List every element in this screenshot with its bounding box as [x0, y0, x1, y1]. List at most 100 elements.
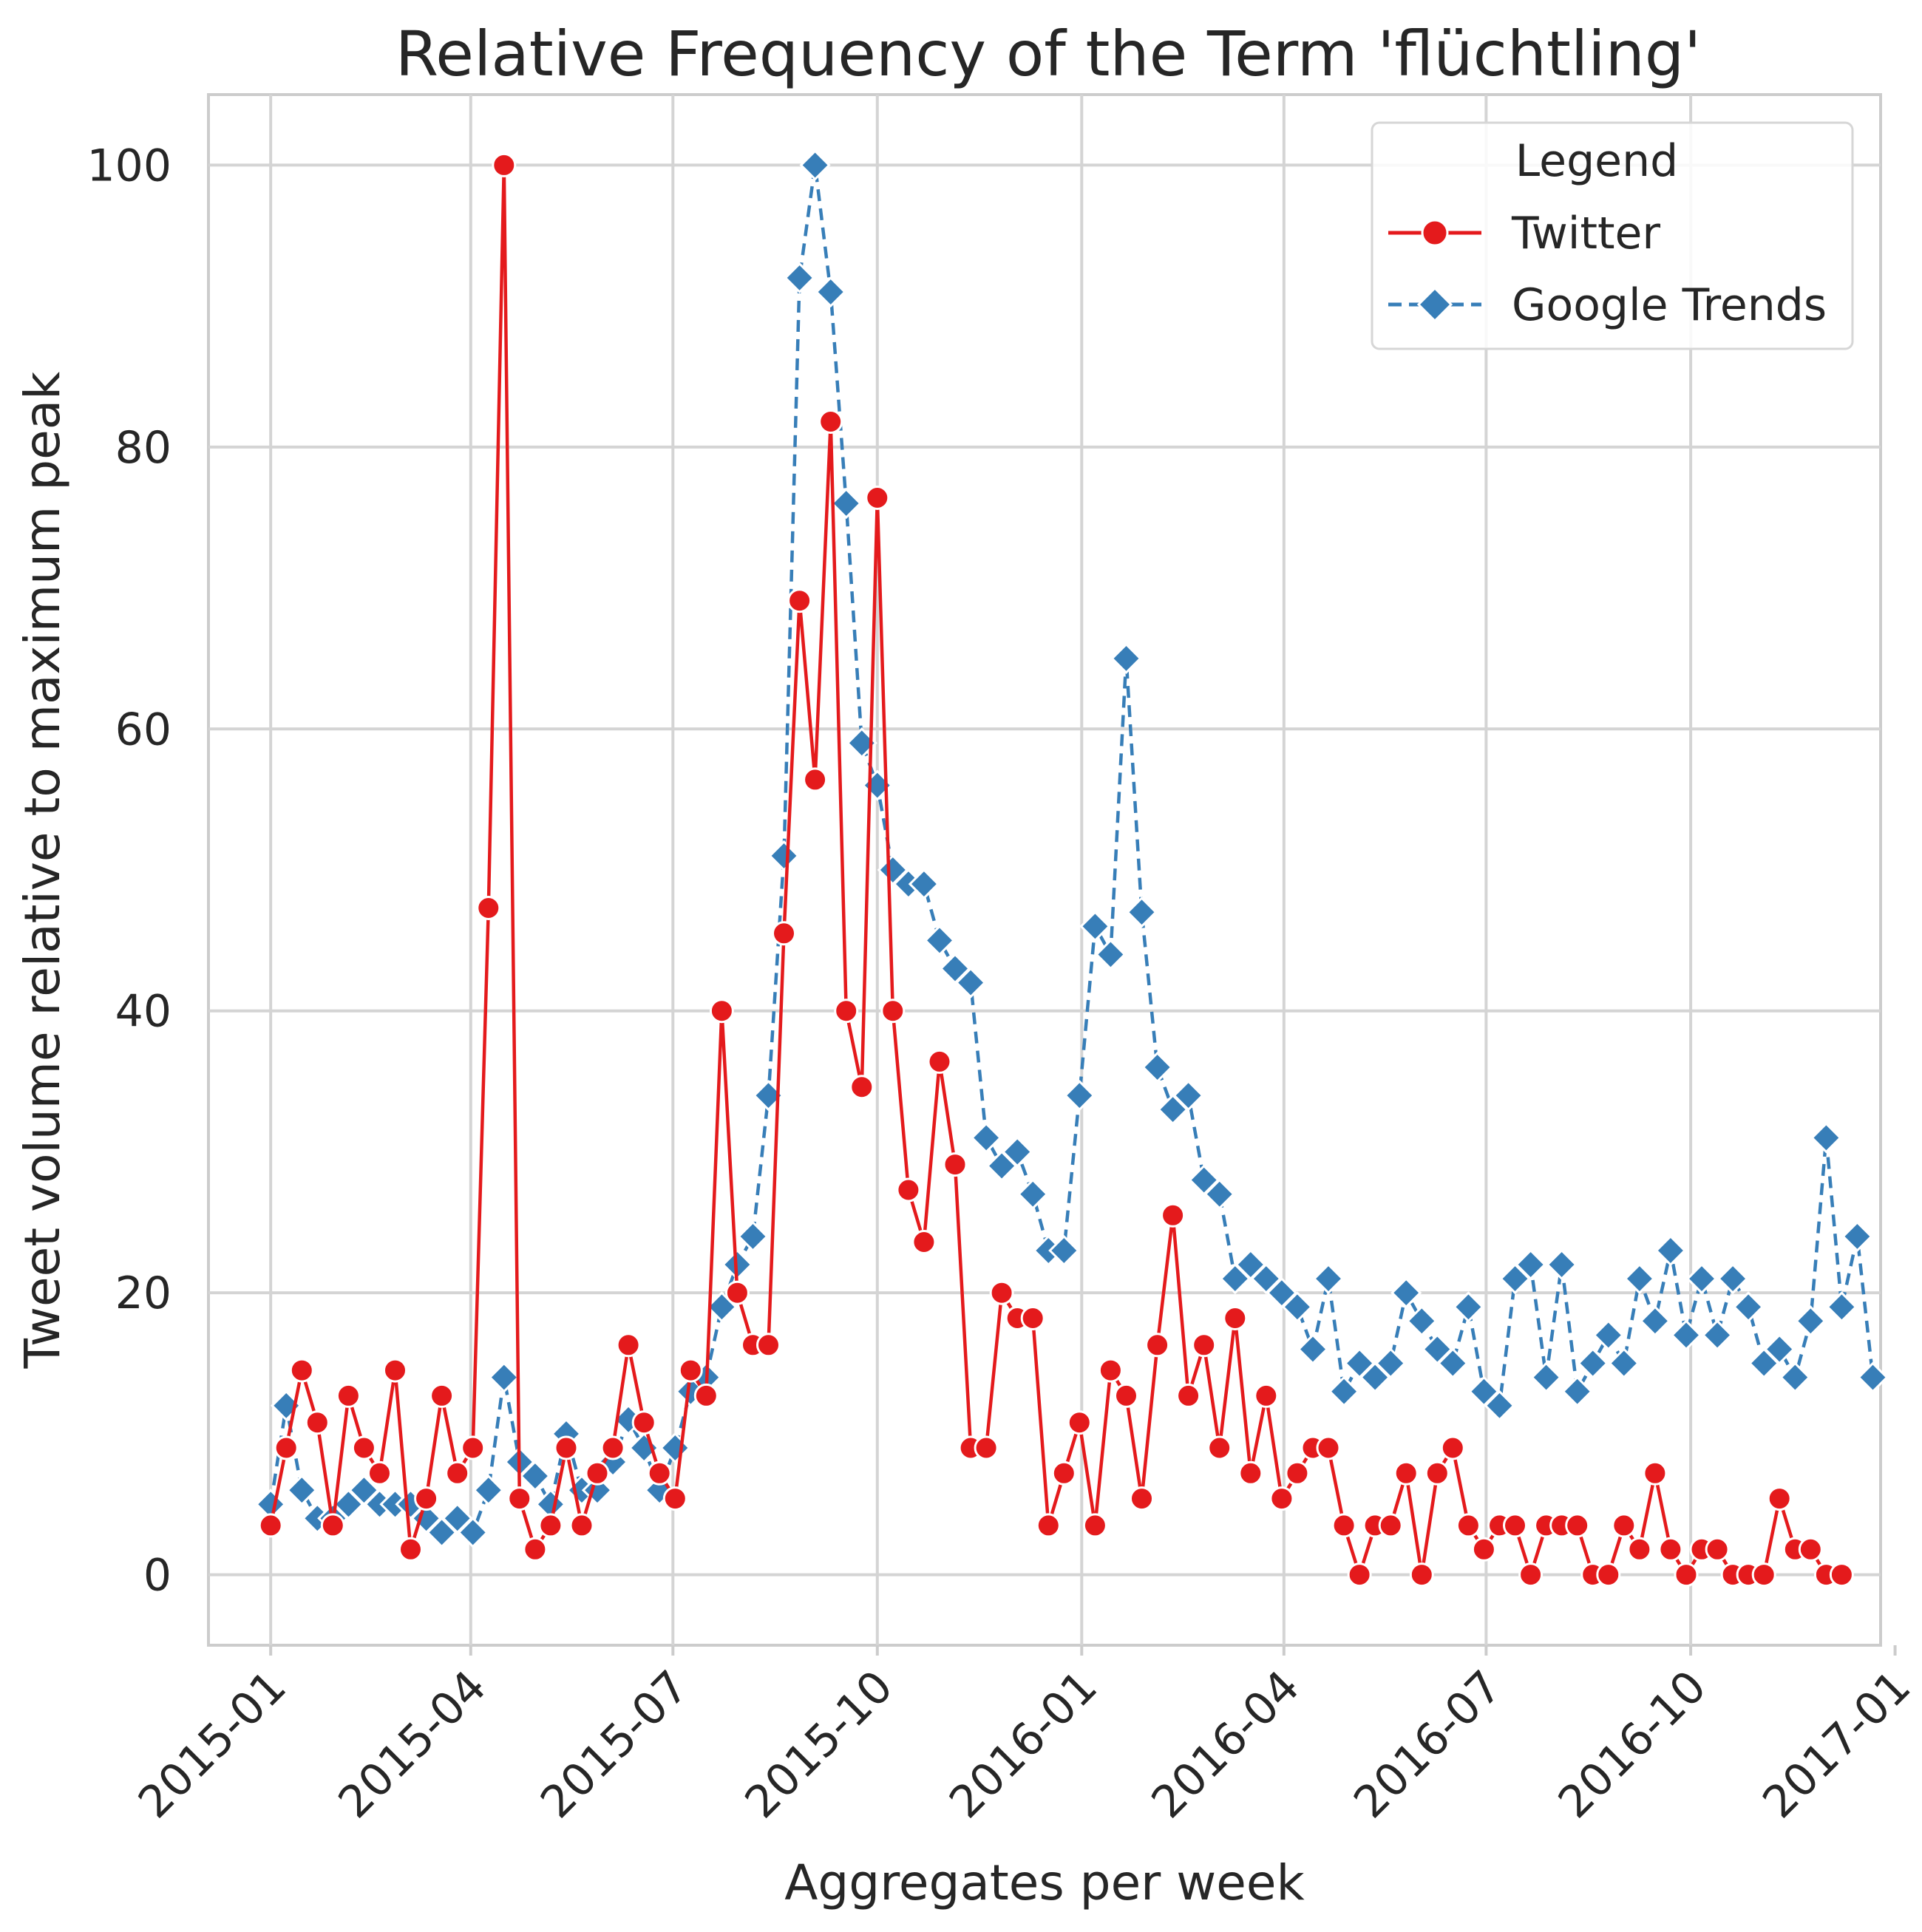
google-trends-point: [472, 1474, 504, 1506]
twitter-point: [709, 999, 734, 1024]
twitter-point: [258, 1513, 283, 1538]
twitter-point: [1114, 1383, 1138, 1408]
twitter-point: [772, 921, 796, 946]
twitter-point: [429, 1383, 455, 1408]
google-trends-point: [1546, 1248, 1578, 1281]
google-trends-point: [348, 1474, 380, 1506]
google-trends-point: [799, 149, 831, 181]
twitter-point: [1658, 1537, 1683, 1562]
google-trends-point: [1732, 1291, 1765, 1323]
google-trends-point: [1312, 1262, 1345, 1295]
google-trends-point: [830, 487, 862, 520]
google-trends-point: [1639, 1305, 1671, 1337]
google-trends-point: [457, 1517, 489, 1548]
twitter-point: [320, 1513, 345, 1538]
google-trends-point: [1110, 642, 1142, 675]
twitter-point: [1020, 1306, 1045, 1330]
google-trends-point: [970, 1122, 1002, 1154]
google-trends-point: [768, 840, 800, 872]
twitter-point: [1161, 1203, 1186, 1228]
google-trends-point: [1126, 897, 1158, 928]
legend-twitter-label: Twitter: [1511, 208, 1660, 259]
twitter-point: [974, 1435, 999, 1460]
twitter-point: [1674, 1562, 1699, 1588]
google-trends-point: [1468, 1375, 1500, 1407]
twitter-point: [1269, 1486, 1294, 1511]
twitter-point: [336, 1383, 361, 1408]
google-trends-point: [1064, 1080, 1096, 1112]
google-trends-point: [1297, 1333, 1329, 1365]
google-trends-point: [1670, 1319, 1702, 1351]
google-trends-point: [1561, 1375, 1593, 1407]
legend-twitter-marker: [1421, 219, 1449, 247]
twitter-point: [1751, 1562, 1776, 1588]
google-trends-point: [1530, 1361, 1562, 1393]
twitter-point: [989, 1280, 1014, 1305]
y-axis-ticks: 0 20 40 60 80 100: [86, 140, 172, 1601]
twitter-point: [492, 152, 517, 177]
google-trends-point: [1795, 1305, 1827, 1337]
twitter-point: [1424, 1460, 1450, 1486]
twitter-point: [538, 1513, 563, 1538]
twitter-point: [865, 486, 890, 510]
google-trends-point: [1608, 1347, 1640, 1379]
twitter-point: [1503, 1513, 1527, 1538]
twitter-point: [1705, 1537, 1730, 1562]
twitter-point: [1596, 1562, 1621, 1588]
google-trends-point: [1779, 1361, 1811, 1393]
twitter-point: [1145, 1333, 1170, 1358]
twitter-point: [849, 1075, 875, 1100]
twitter-point: [1331, 1513, 1356, 1538]
twitter-point: [896, 1177, 921, 1203]
chart-title: Relative Frequency of the Term 'flüchtli…: [395, 18, 1702, 90]
twitter-point: [943, 1152, 968, 1177]
google-trends-point: [1406, 1305, 1438, 1337]
y-axis-label: Tweet volume relative to maximum peak: [14, 371, 71, 1370]
twitter-point: [1612, 1513, 1637, 1538]
legend: Legend Twitter Google Trends: [1371, 121, 1854, 350]
y-tick-label: 80: [115, 422, 172, 474]
google-trends-point: [1095, 939, 1127, 970]
twitter-point: [631, 1410, 656, 1435]
twitter-point: [414, 1486, 439, 1511]
google-trends-point: [784, 262, 815, 294]
twitter-point: [1192, 1333, 1217, 1358]
legend-box: [1371, 121, 1854, 350]
google-trends-point: [923, 925, 956, 956]
google-trends-point: [1453, 1291, 1484, 1323]
twitter-point: [1098, 1358, 1123, 1383]
google-trends-point: [737, 1220, 769, 1253]
twitter-point: [662, 1486, 687, 1511]
google-trends-point: [1390, 1277, 1422, 1309]
twitter-point: [554, 1435, 579, 1460]
twitter-point: [523, 1537, 548, 1562]
twitter-point: [693, 1383, 719, 1408]
google-trends-point: [1250, 1262, 1282, 1295]
google-trends-point: [1281, 1291, 1314, 1323]
google-trends-point: [1701, 1319, 1733, 1351]
twitter-point: [1082, 1513, 1107, 1538]
google-trends-point: [1826, 1291, 1858, 1323]
google-trends-point: [1375, 1347, 1407, 1379]
google-trends-point: [1515, 1248, 1546, 1281]
twitter-point: [911, 1230, 937, 1254]
google-trends-point: [1592, 1319, 1624, 1351]
twitter-point: [383, 1358, 407, 1383]
google-trends-point: [954, 967, 987, 999]
y-tick-label: 20: [115, 1268, 172, 1319]
google-trends-point: [877, 854, 909, 886]
twitter-point: [1565, 1513, 1590, 1538]
twitter-point: [927, 1049, 952, 1074]
twitter-point: [1829, 1562, 1854, 1588]
twitter-point: [351, 1435, 376, 1460]
twitter-point: [1254, 1383, 1279, 1408]
twitter-point: [803, 767, 828, 792]
grid: [208, 95, 1881, 1645]
google-trends-point: [1359, 1361, 1391, 1393]
google-trends-point: [1764, 1333, 1796, 1365]
google-trends-point: [1623, 1262, 1656, 1295]
google-trends-point: [1328, 1375, 1360, 1407]
legend-google-label: Google Trends: [1512, 279, 1827, 331]
google-trends-point: [1141, 1051, 1173, 1084]
